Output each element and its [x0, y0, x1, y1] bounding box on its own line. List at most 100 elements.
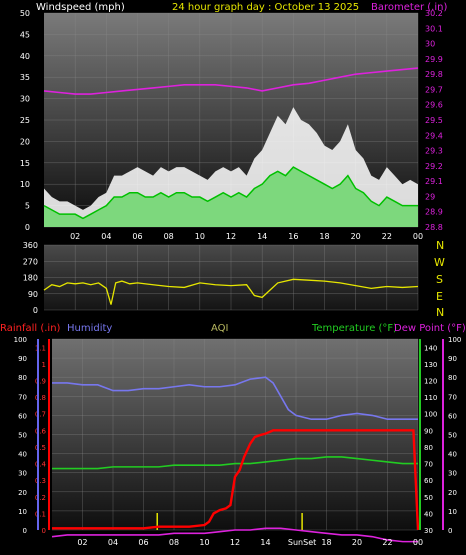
- dewpoint-series: [51, 527, 418, 543]
- rainfall-tick-label: 0: [42, 527, 46, 535]
- humidity-tick-label: 30: [18, 470, 27, 478]
- aqi-label: AQI: [211, 323, 229, 334]
- wind-tick-label: 20: [20, 137, 30, 146]
- temperature-tick-label: 90: [424, 427, 433, 435]
- wind-tick-label: 45: [20, 30, 30, 39]
- rainfall-tick-label: 1.1: [35, 344, 46, 352]
- humidity-tick-label: 100: [14, 336, 27, 344]
- wind-x-tick-label: 16: [288, 232, 298, 241]
- barometer-tick-label: 29.1: [425, 177, 443, 186]
- wind-tick-label: 30: [20, 95, 30, 104]
- humidity-tick-label: 40: [18, 451, 27, 459]
- rainfall-tick-label: 0.5: [35, 444, 46, 452]
- barometer-tick-label: 29.9: [425, 55, 443, 64]
- wind-x-tick-label: 18: [319, 232, 329, 241]
- rainfall-line: [52, 429, 420, 531]
- wind-average-series: [43, 166, 418, 227]
- wind-x-tick-label: 02: [70, 232, 80, 241]
- barometer-tick-label: 30.1: [425, 24, 443, 33]
- temp-x-tick-label: 00: [413, 538, 423, 547]
- barometer-tick-label: 29: [425, 192, 435, 201]
- rainfall-tick-label: 0.9: [35, 378, 46, 386]
- barometer-tick-label: 30.2: [425, 9, 443, 18]
- wind-x-tick-label: 22: [382, 232, 392, 241]
- barometer-tick-label: 29.6: [425, 101, 443, 110]
- barometer-tick-label: 29.7: [425, 85, 443, 94]
- dewpoint-tick-label: 90: [448, 355, 457, 363]
- temperature-tick-label: 120: [424, 378, 437, 386]
- temp-x-tick-label: 10: [199, 538, 209, 547]
- compass-letter-s: S: [436, 273, 443, 286]
- dewpoint-line: [51, 527, 418, 543]
- rainfall-tick-label: 0.7: [35, 411, 46, 419]
- barometer-tick-label: 28.8: [425, 223, 443, 232]
- temperature-tick-label: 80: [424, 444, 433, 452]
- compass-letter-n-top: N: [436, 239, 444, 252]
- dewpoint-tick-label: 100: [448, 336, 461, 344]
- wind-average-line: [43, 166, 418, 220]
- wind-tick-label: 35: [20, 73, 30, 82]
- rainfall-tick-label: 0.3: [35, 477, 46, 485]
- dewpoint-tick-label: 0: [448, 527, 452, 535]
- wind-x-tick-label: 04: [101, 232, 111, 241]
- rainfall-tick-label: 0.8: [35, 394, 46, 402]
- temperature-tick-label: 50: [424, 494, 433, 502]
- rainfall-axis-label: Rainfall (.in): [0, 323, 61, 334]
- dewpoint-y-axis: 0 10 20 30 40 50 60 70 80 90 100: [448, 336, 461, 535]
- temperature-tick-label: 70: [424, 461, 433, 469]
- temperature-tick-label: 30: [424, 527, 433, 535]
- barometer-tick-label: 29.2: [425, 162, 443, 171]
- humidity-tick-label: 0: [23, 527, 27, 535]
- wind-x-tick-label: 00: [413, 232, 423, 241]
- wind-y-axis: 0 5 10 15 20 25 30 35 40 45 50: [20, 9, 30, 232]
- temperature-tick-label: 60: [424, 477, 433, 485]
- rainfall-tick-label: 1: [42, 361, 46, 369]
- wind-direction-chart: 0 90 180 270 360 N W S E N: [23, 239, 445, 319]
- direction-tick-label: 360: [23, 241, 38, 250]
- humidity-axis-label: Humidity: [67, 323, 112, 334]
- rainfall-tick-label: 0.4: [35, 461, 47, 469]
- humidity-tick-label: 60: [18, 412, 27, 420]
- barometer-tick-label: 29.5: [425, 116, 443, 125]
- humidity-y-axis: 0 10 20 30 40 50 60 70 80 90 100: [14, 336, 27, 535]
- rainfall-tick-label: 0.2: [35, 494, 46, 502]
- humidity-tick-label: 90: [18, 355, 27, 363]
- barometer-series: [43, 67, 419, 95]
- sunset-label: SunSet: [288, 538, 316, 547]
- temp-x-tick-label: 18: [321, 538, 331, 547]
- rainfall-y-axis: 0 0.1 0.2 0.3 0.4 0.5 0.6 0.7 0.8 0.9 1 1.1: [35, 344, 47, 535]
- direction-y-axis: 0 90 180 270 360: [23, 241, 38, 315]
- wind-axis-label: Windspeed (mph): [36, 2, 125, 13]
- temp-x-tick-label: 22: [382, 538, 392, 547]
- direction-tick-label: 90: [28, 290, 38, 299]
- wind-tick-label: 0: [25, 223, 30, 232]
- dewpoint-tick-label: 20: [448, 489, 457, 497]
- dewpoint-tick-label: 80: [448, 374, 457, 382]
- humidity-tick-label: 10: [18, 508, 27, 516]
- barometer-tick-label: 29.3: [425, 147, 443, 156]
- compass-letter-n-bottom: N: [436, 306, 444, 319]
- temp-x-axis: 02 04 06 08 10 12 14 18 20 22 00 SunSet: [77, 538, 423, 547]
- temperature-line: [52, 456, 418, 470]
- dewpoint-tick-label: 10: [448, 508, 457, 516]
- dewpoint-axis-label: Dew Point (°F): [394, 323, 466, 334]
- temperature-tick-label: 130: [424, 361, 437, 369]
- wind-tick-label: 10: [20, 180, 30, 189]
- temperature-tick-label: 100: [424, 411, 437, 419]
- direction-tick-label: 270: [23, 257, 38, 266]
- temp-x-tick-label: 14: [260, 538, 270, 547]
- temperature-y-axis: 30 40 50 60 70 80 90 100 110 120 130 140: [424, 344, 437, 535]
- wind-tick-label: 15: [20, 159, 30, 168]
- wind-tick-label: 50: [20, 9, 30, 18]
- temp-x-tick-label: 02: [77, 538, 87, 547]
- temperature-tick-label: 110: [424, 394, 437, 402]
- barometer-tick-label: 28.9: [425, 208, 443, 217]
- humidity-tick-label: 70: [18, 393, 27, 401]
- humidity-tick-label: 20: [18, 489, 27, 497]
- dewpoint-tick-label: 50: [448, 432, 457, 440]
- dewpoint-tick-label: 60: [448, 412, 457, 420]
- wind-tick-label: 25: [20, 116, 30, 125]
- rainfall-tick-label: 0.1: [35, 510, 46, 518]
- compass-letters: N W S E N: [434, 239, 445, 319]
